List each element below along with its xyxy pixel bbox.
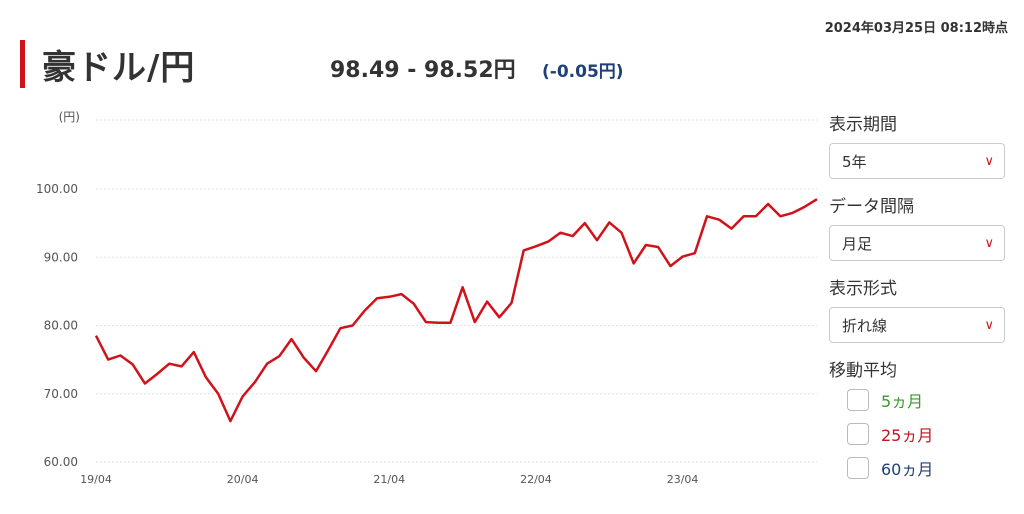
interval-select[interactable]: 月足 ∨ [829, 225, 1005, 261]
ma-label-60-month: 60ヵ月 [881, 460, 934, 479]
format-select[interactable]: 折れ線 ∨ [829, 307, 1005, 343]
y-tick-label: 90.00 [44, 250, 78, 264]
format-select-value: 折れ線 [842, 316, 888, 335]
y-tick-label: 100.00 [36, 182, 78, 196]
y-axis-unit: (円) [59, 110, 80, 124]
x-axis-labels: 19/04 20/04 21/04 22/04 23/04 [80, 473, 698, 486]
checkbox-25-month[interactable] [847, 423, 869, 445]
price-quote: 98.49 - 98.52円 [330, 58, 516, 83]
y-tick-label: 80.00 [44, 319, 78, 333]
chart-grid [96, 119, 817, 463]
y-tick-label: 60.00 [44, 455, 78, 469]
ma-label-25-month: 25ヵ月 [881, 426, 934, 445]
checkbox-60-month[interactable] [847, 457, 869, 479]
ma-option-60[interactable]: 60ヵ月 [847, 451, 1009, 485]
title-accent-bar [20, 40, 25, 88]
moving-average-label: 移動平均 [829, 361, 897, 381]
y-axis-labels: 60.00 70.00 80.00 90.00 100.00 [36, 182, 78, 469]
page-title: 豪ドル/円 [42, 48, 196, 88]
chevron-down-icon: ∨ [984, 235, 994, 251]
chart-settings-panel: 表示期間 5年 ∨ データ間隔 月足 ∨ 表示形式 折れ線 ∨ 移動平均 5ヵ月… [829, 110, 1009, 485]
price-series-line [94, 198, 818, 423]
x-tick-label: 22/04 [520, 473, 552, 486]
x-tick-label: 23/04 [667, 473, 699, 486]
x-tick-label: 21/04 [373, 473, 405, 486]
interval-label: データ間隔 [829, 197, 914, 217]
ma-option-25[interactable]: 25ヵ月 [847, 417, 1009, 451]
y-tick-label: 70.00 [44, 387, 78, 401]
ma-option-5[interactable]: 5ヵ月 [847, 383, 1009, 417]
timestamp: 2024年03月25日 08:12時点 [824, 21, 1008, 36]
chevron-down-icon: ∨ [984, 153, 994, 169]
x-tick-label: 20/04 [227, 473, 259, 486]
checkbox-5-month[interactable] [847, 389, 869, 411]
period-label: 表示期間 [829, 115, 897, 135]
period-select[interactable]: 5年 ∨ [829, 143, 1005, 179]
x-tick-label: 19/04 [80, 473, 112, 486]
ma-label-5-month: 5ヵ月 [881, 392, 924, 411]
chevron-down-icon: ∨ [984, 317, 994, 333]
period-select-value: 5年 [842, 152, 867, 171]
price-change: (-0.05円) [542, 62, 624, 82]
price-line-chart: 60.00 70.00 80.00 90.00 100.00 19/04 20/04 21/… [36, 110, 818, 486]
format-label: 表示形式 [829, 279, 897, 299]
interval-select-value: 月足 [842, 234, 873, 253]
